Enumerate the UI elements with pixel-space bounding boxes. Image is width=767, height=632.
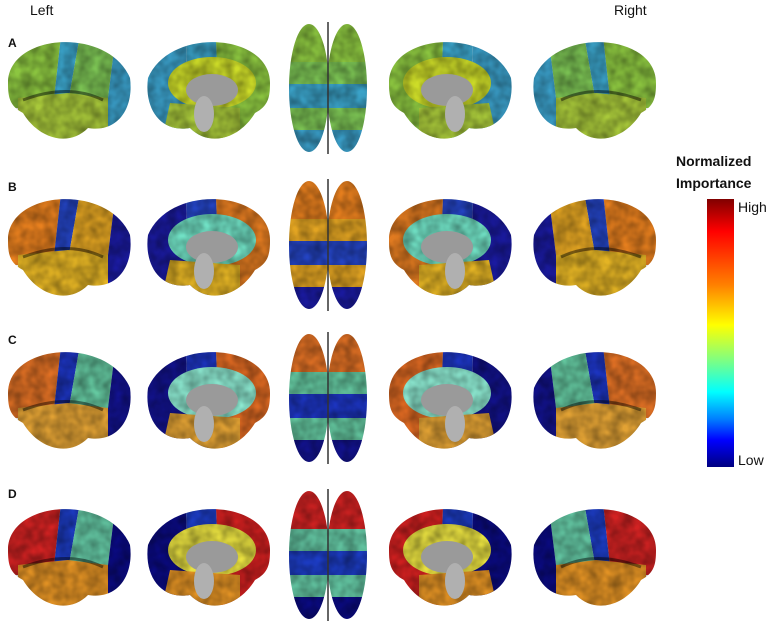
brainstem <box>194 253 214 289</box>
right-hemisphere-label: Right <box>614 2 647 18</box>
colorbar-title-line1: Normalized <box>676 153 752 169</box>
panel-label-a: A <box>8 36 17 50</box>
subcortical-gray <box>421 541 473 573</box>
left-hemisphere-label: Left <box>30 2 54 18</box>
subcortical-gray <box>421 74 473 106</box>
brainstem <box>445 563 465 599</box>
brain-dorsal <box>289 489 367 621</box>
brain-lateral-left <box>8 42 131 139</box>
brain-lateral-left <box>8 509 131 606</box>
brain-medial-left <box>147 509 270 606</box>
brain-lateral-left <box>8 352 131 449</box>
brain-dorsal <box>289 179 367 311</box>
brainstem <box>194 96 214 132</box>
brain-medial-left <box>147 42 270 139</box>
brain-medial-right <box>389 352 512 449</box>
gyri-texture <box>8 352 131 449</box>
colorbar-title: Normalized Importance <box>676 150 751 194</box>
brain-medial-left <box>147 352 270 449</box>
brainstem <box>194 563 214 599</box>
brain-medial-right <box>389 199 512 296</box>
gyri-texture <box>8 199 131 296</box>
gyri-texture <box>533 509 656 606</box>
gyri-texture <box>8 509 131 606</box>
panel-label-c: C <box>8 333 17 347</box>
gyri-texture <box>533 352 656 449</box>
brain-dorsal <box>289 22 367 154</box>
subcortical-gray <box>186 74 238 106</box>
brain-lateral-right <box>533 509 656 606</box>
brain-lateral-right <box>533 42 656 139</box>
panel-label-b: B <box>8 180 17 194</box>
subcortical-gray <box>421 384 473 416</box>
colorbar-high-label: High <box>738 199 767 215</box>
brainstem <box>445 253 465 289</box>
brainstem <box>445 96 465 132</box>
brain-dorsal <box>289 332 367 464</box>
gyri-texture <box>533 199 656 296</box>
brain-medial-right <box>389 509 512 606</box>
brainstem <box>445 406 465 442</box>
subcortical-gray <box>186 541 238 573</box>
gyri-texture <box>8 42 131 139</box>
subcortical-gray <box>421 231 473 263</box>
brain-lateral-right <box>533 199 656 296</box>
brainstem <box>194 406 214 442</box>
colorbar-title-line2: Importance <box>676 175 752 191</box>
brain-medial-left <box>147 199 270 296</box>
colorbar <box>707 199 734 467</box>
colorbar-low-label: Low <box>738 452 764 468</box>
subcortical-gray <box>186 384 238 416</box>
panel-label-d: D <box>8 487 17 501</box>
brain-lateral-right <box>533 352 656 449</box>
subcortical-gray <box>186 231 238 263</box>
gyri-texture <box>533 42 656 139</box>
brain-medial-right <box>389 42 512 139</box>
brain-lateral-left <box>8 199 131 296</box>
